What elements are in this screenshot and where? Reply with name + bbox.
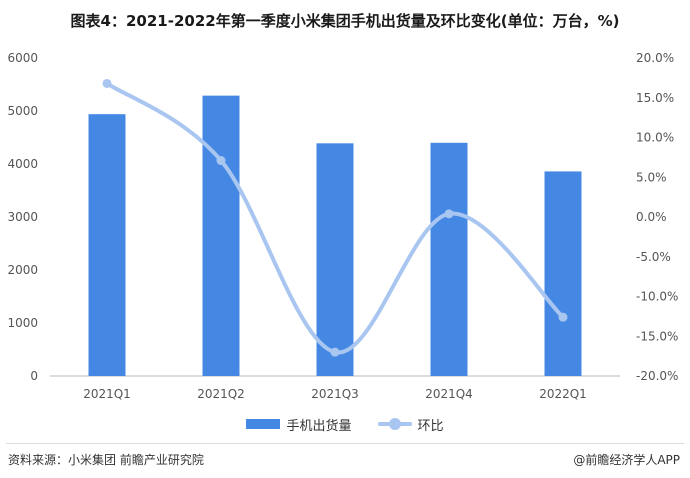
chart-canvas: 0 1000 2000 3000 4000 5000 6000 -20.0% -15.0% -1… [7, 51, 678, 401]
right-tick-label: -20.0% [636, 369, 678, 383]
right-tick-label: -15.0% [636, 329, 678, 343]
bar [88, 114, 126, 377]
left-tick-label: 3000 [7, 210, 38, 224]
left-axis: 0 1000 2000 3000 4000 5000 6000 [7, 51, 38, 383]
right-tick-label: 5.0% [636, 170, 667, 184]
line-point [102, 78, 112, 88]
bar-series [88, 95, 582, 377]
footer-divider [6, 443, 684, 444]
x-tick-label: 2021Q3 [311, 387, 359, 401]
legend-line-label: 环比 [417, 418, 444, 434]
x-tick-label: 2022Q1 [539, 387, 587, 401]
left-tick-label: 1000 [7, 316, 38, 330]
right-tick-label: 0.0% [636, 210, 667, 224]
legend-line-swatch [377, 417, 412, 431]
x-axis: 2021Q1 2021Q2 2021Q3 2021Q4 2022Q1 [83, 387, 587, 401]
line-point [216, 156, 226, 166]
right-tick-label: -5.0% [636, 250, 671, 264]
line-series [102, 78, 568, 357]
bar [430, 142, 468, 376]
line-point [444, 209, 454, 219]
left-tick-label: 5000 [7, 104, 38, 118]
chart-title: 图表4：2021-2022年第一季度小米集团手机出货量及环比变化(单位：万台，%… [70, 12, 620, 30]
line-point [558, 312, 568, 322]
x-tick-label: 2021Q2 [197, 387, 245, 401]
right-tick-label: -10.0% [636, 290, 678, 304]
right-axis: -20.0% -15.0% -10.0% -5.0% 0.0% 5.0% 10.0% 15.0… [636, 51, 678, 383]
bar [316, 143, 354, 376]
right-tick-label: 15.0% [636, 91, 674, 105]
bar [202, 95, 240, 376]
left-tick-label: 0 [30, 369, 38, 383]
legend-bar-label: 手机出货量 [286, 418, 352, 434]
legend-item-bar: 手机出货量 [246, 415, 352, 434]
x-tick-label: 2021Q1 [83, 387, 131, 401]
x-tick-label: 2021Q4 [425, 387, 473, 401]
left-tick-label: 2000 [7, 263, 38, 277]
brand-note: @前瞻经济学人APP [573, 453, 680, 467]
right-tick-label: 10.0% [636, 131, 674, 145]
bar [544, 171, 582, 376]
left-tick-label: 4000 [7, 157, 38, 171]
legend-bar-swatch [246, 419, 281, 429]
right-tick-label: 20.0% [636, 51, 674, 65]
line-point [330, 347, 340, 357]
source-note: 资料来源：小米集团 前瞻产业研究院 [8, 453, 204, 467]
legend: 手机出货量 环比 [0, 414, 690, 434]
legend-item-line: 环比 [377, 415, 444, 434]
left-tick-label: 6000 [7, 51, 38, 65]
